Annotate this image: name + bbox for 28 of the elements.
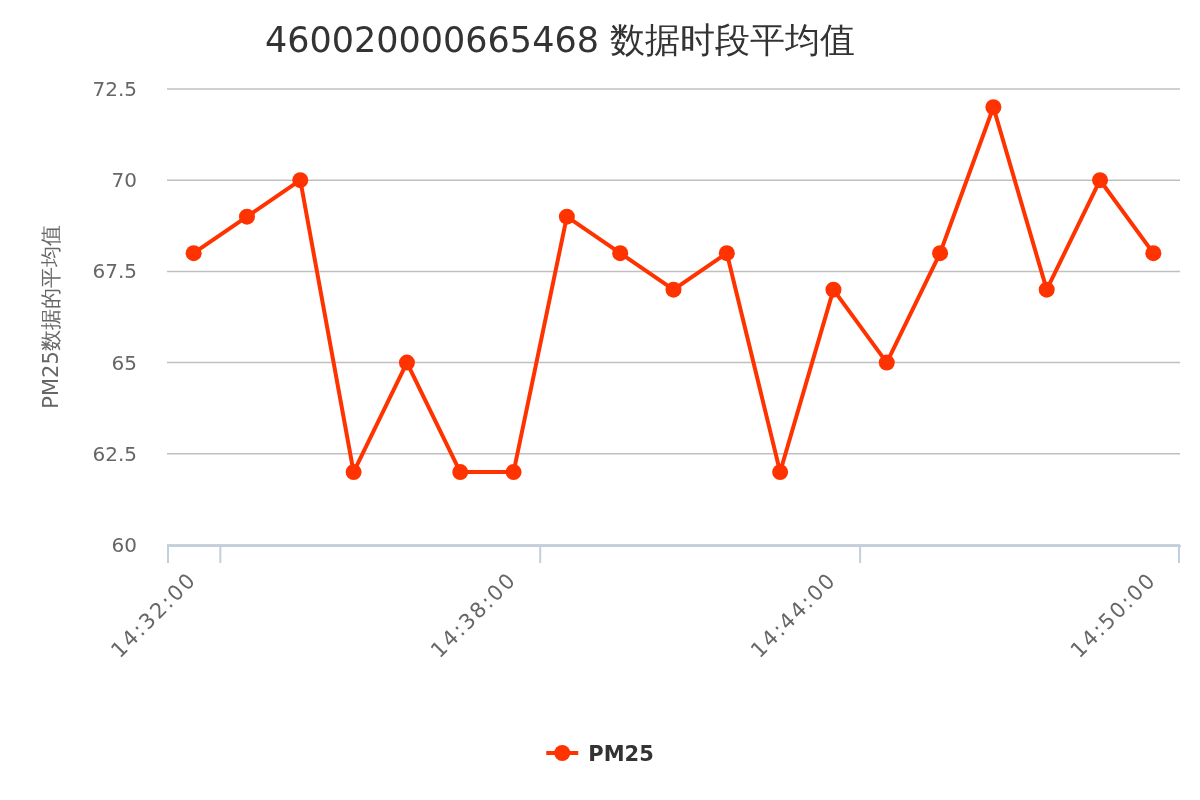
point <box>452 464 469 481</box>
point <box>558 208 575 225</box>
y-tick-label: 62.5 <box>92 441 137 466</box>
y-tick-label: 67.5 <box>92 259 137 284</box>
point <box>292 172 309 189</box>
point <box>718 245 735 262</box>
y-tick-label: 65 <box>111 350 137 375</box>
point <box>612 245 629 262</box>
point <box>1038 281 1055 298</box>
y-axis-title: PM25数据的平均值 <box>39 225 63 409</box>
point <box>932 245 949 262</box>
y-tick-label: 72.5 <box>92 77 137 101</box>
chart-title: 460020000665468 数据时段平均值 <box>264 20 856 60</box>
point <box>238 208 255 225</box>
point <box>185 245 202 262</box>
y-tick-label: 70 <box>111 168 137 193</box>
point <box>505 464 522 481</box>
y-tick-label: 60 <box>111 533 137 557</box>
point <box>772 464 789 481</box>
legend-label: PM25 <box>588 742 654 766</box>
point <box>878 354 895 371</box>
point <box>1092 172 1109 189</box>
point <box>1145 245 1162 262</box>
point <box>398 354 415 371</box>
point <box>985 99 1002 116</box>
point <box>665 281 682 298</box>
point <box>345 464 362 481</box>
point <box>825 281 842 298</box>
